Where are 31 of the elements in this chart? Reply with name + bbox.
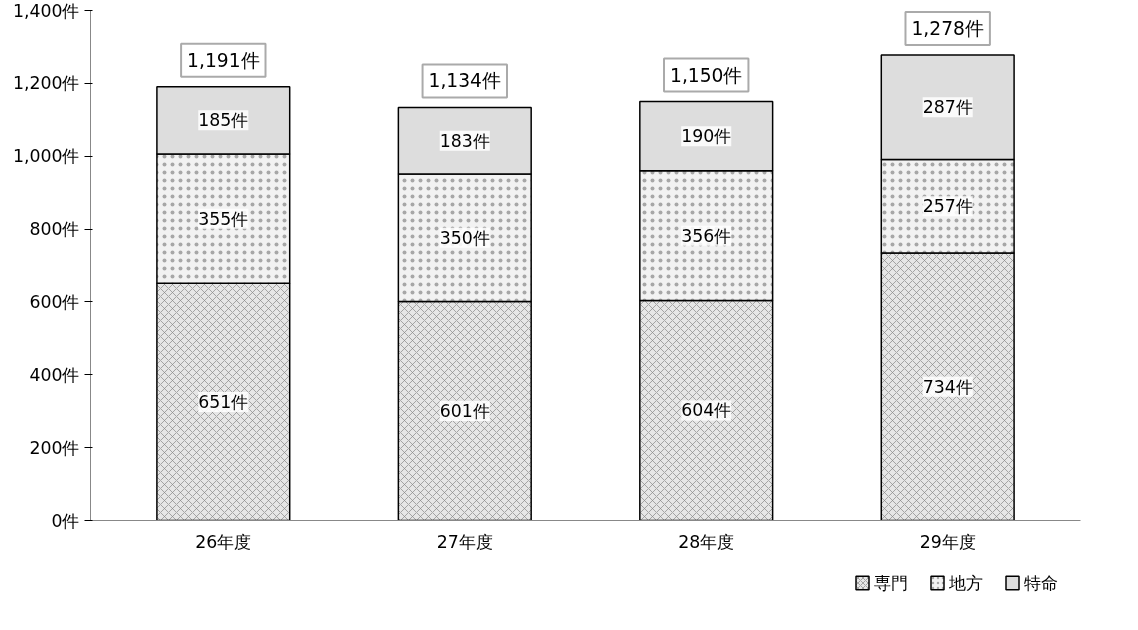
y-tick-label: 0件	[51, 510, 80, 531]
y-tick-label: 200件	[29, 437, 80, 458]
x-tick-label: 26年度	[195, 531, 252, 552]
total-label: 1,191件	[187, 49, 260, 71]
legend-label: 地方	[947, 573, 983, 593]
total-label: 1,278件	[911, 17, 984, 39]
data-label: 651件	[198, 391, 249, 412]
data-label: 734件	[922, 376, 973, 397]
data-label: 287件	[922, 97, 973, 118]
data-label: 356件	[681, 225, 732, 246]
x-tick-label: 28年度	[678, 531, 735, 552]
total-label: 1,150件	[670, 64, 743, 86]
legend-label: 専門	[873, 573, 908, 593]
y-tick-label: 1,200件	[12, 73, 80, 94]
x-tick-label: 27年度	[436, 531, 493, 552]
data-label: 257件	[922, 196, 973, 217]
data-label: 601件	[439, 401, 490, 422]
y-tick-label: 600件	[29, 291, 80, 312]
x-tick-label: 29年度	[919, 531, 976, 552]
data-label: 185件	[198, 110, 249, 131]
data-label: 355件	[198, 208, 249, 229]
data-label: 604件	[681, 400, 732, 421]
total-label: 1,134件	[428, 70, 501, 92]
y-tick-label: 1,400件	[12, 0, 80, 21]
y-tick-label: 400件	[29, 364, 80, 385]
legend-label: 特命	[1023, 573, 1058, 593]
data-label: 183件	[439, 130, 490, 151]
y-tick-label: 1,000件	[12, 146, 80, 167]
data-label: 350件	[439, 227, 490, 248]
y-tick-label: 800件	[29, 219, 80, 240]
data-label: 190件	[681, 126, 732, 147]
